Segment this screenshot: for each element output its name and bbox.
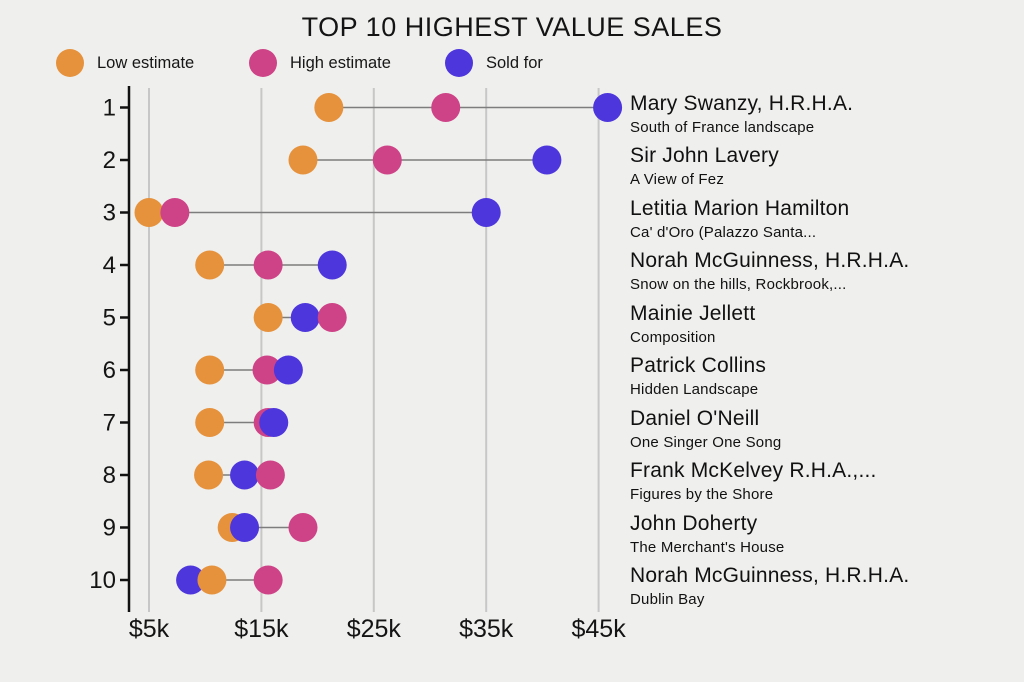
dot-high — [160, 198, 190, 227]
dot-low — [197, 565, 227, 595]
dot-sold — [259, 408, 289, 437]
legend: Low estimate High estimate Sold for — [0, 48, 1024, 78]
x-tick-label: $25k — [347, 615, 402, 643]
dot-sold — [532, 145, 562, 175]
dot-sold — [230, 460, 260, 490]
dot-low — [288, 145, 318, 175]
legend-label: High estimate — [290, 53, 391, 72]
rank-label: 8 — [103, 462, 116, 489]
rank-label: 4 — [103, 252, 116, 279]
legend-label: Low estimate — [97, 53, 195, 72]
dot-sold — [317, 250, 347, 280]
legend-item-sold-for: Sold for — [445, 48, 543, 78]
rank-label: 9 — [103, 515, 116, 542]
rank-label: 3 — [103, 200, 116, 227]
x-tick-label: $15k — [234, 615, 289, 643]
dot-low — [195, 355, 225, 385]
dot-high — [252, 355, 282, 385]
rank-label: 10 — [89, 567, 116, 594]
dot-low — [314, 93, 344, 122]
rank-label: 7 — [103, 410, 116, 437]
rank-label: 1 — [103, 95, 116, 122]
x-tick-label: $45k — [571, 615, 626, 643]
dot-sold — [471, 198, 501, 227]
sold-for-dot-icon — [445, 49, 473, 77]
rank-label: 5 — [103, 305, 116, 332]
low-estimate-dot-icon — [56, 49, 84, 77]
dot-low — [195, 408, 225, 437]
dot-low — [134, 198, 164, 227]
dot-low — [253, 303, 283, 332]
dot-high — [372, 145, 402, 175]
dot-sold — [273, 355, 303, 385]
dot-sold — [593, 93, 623, 122]
legend-item-high-estimate: High estimate — [249, 48, 391, 78]
rank-label: 2 — [103, 147, 116, 174]
dot-sold — [176, 565, 206, 595]
legend-item-low-estimate: Low estimate — [56, 48, 194, 78]
dot-low — [195, 250, 225, 280]
high-estimate-dot-icon — [249, 49, 277, 77]
dot-high — [253, 250, 283, 280]
dot-high — [317, 303, 347, 332]
dot-high — [253, 565, 283, 595]
chart-title: TOP 10 HIGHEST VALUE SALES — [301, 12, 723, 42]
dot-high — [288, 513, 318, 542]
dot-high — [255, 460, 285, 490]
x-tick-label: $5k — [129, 615, 170, 643]
dot-sold — [230, 513, 260, 542]
dot-high — [431, 93, 461, 122]
dot-sold — [290, 303, 320, 332]
dot-low — [194, 460, 224, 490]
x-tick-label: $35k — [459, 615, 514, 643]
rank-label: 6 — [103, 357, 116, 384]
legend-label: Sold for — [486, 53, 543, 72]
